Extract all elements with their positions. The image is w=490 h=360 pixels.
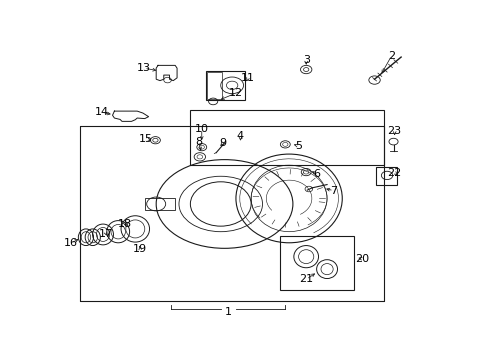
Text: 11: 11 [241, 73, 255, 83]
Text: 19: 19 [133, 244, 147, 255]
Bar [145, 198, 175, 210]
Text: 14: 14 [95, 108, 109, 117]
Text: 4: 4 [237, 131, 244, 141]
Text: 16: 16 [64, 238, 78, 248]
Bar [80, 126, 384, 301]
Text: 15: 15 [139, 134, 153, 144]
Bar [280, 236, 354, 290]
Bar [376, 167, 397, 185]
Text: 6: 6 [313, 169, 320, 179]
Text: 7: 7 [330, 186, 338, 196]
Text: 17: 17 [99, 229, 113, 239]
Text: 10: 10 [195, 123, 209, 134]
Text: 18: 18 [118, 219, 132, 229]
Text: 2: 2 [388, 51, 395, 61]
Text: 8: 8 [195, 138, 202, 148]
Text: 21: 21 [299, 274, 313, 284]
Bar [207, 72, 222, 99]
Text: 23: 23 [388, 126, 402, 136]
Text: 20: 20 [355, 254, 369, 264]
Text: 1: 1 [225, 307, 232, 317]
Text: 5: 5 [294, 141, 302, 151]
Text: 13: 13 [137, 63, 151, 73]
Text: 9: 9 [219, 138, 226, 148]
Bar [206, 71, 245, 100]
Text: 22: 22 [388, 168, 402, 177]
Bar [190, 110, 384, 165]
Text: 12: 12 [229, 88, 243, 98]
Text: 3: 3 [303, 55, 310, 66]
